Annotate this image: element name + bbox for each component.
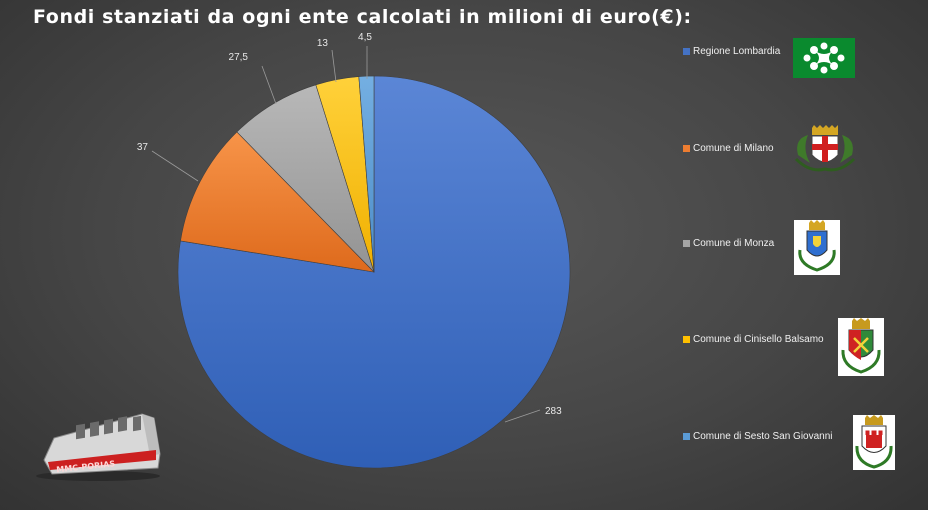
monza-coat-of-arms-icon	[794, 220, 840, 275]
legend-item-regione-lombardia: Regione Lombardia	[683, 46, 780, 57]
data-label: 4,5	[358, 32, 372, 43]
data-label: 37	[137, 142, 149, 153]
legend-label: Comune di Milano	[693, 143, 774, 154]
legend-label: Comune di Cinisello Balsamo	[693, 334, 824, 345]
lombardia-rosa-camuna-flag-icon	[793, 38, 855, 78]
leader-line	[331, 49, 337, 83]
cinisello-coat-of-arms-icon	[838, 318, 884, 376]
pie-slice-regione-lombardia	[177, 75, 571, 469]
legend-swatch	[683, 433, 690, 440]
legend-label: Regione Lombardia	[693, 46, 781, 57]
legend-label: Comune di Monza	[693, 238, 775, 249]
legend-item-comune-di-sesto-san-giovanni: Comune di Sesto San Giovanni	[683, 431, 833, 442]
data-label: 283	[545, 406, 562, 417]
pie-slice-comune-di-sesto-san-giovanni	[358, 75, 375, 273]
legend-label: Comune di Sesto San Giovanni	[693, 431, 833, 442]
legend-item-comune-di-monza: Comune di Monza	[683, 238, 774, 249]
milano-coat-of-arms-icon	[794, 125, 856, 172]
data-label: 13	[317, 38, 329, 49]
legend-swatch	[683, 145, 690, 152]
legend-swatch	[683, 336, 690, 343]
leader-line	[504, 409, 541, 423]
metro-train-logo-icon: MMC-PORIAS	[36, 413, 161, 481]
legend-swatch	[683, 240, 690, 247]
sesto-coat-of-arms-icon	[853, 415, 895, 470]
leader-line	[151, 150, 199, 182]
leader-line	[261, 65, 277, 105]
chart-title: Fondi stanziati da ogni ente calcolati i…	[33, 6, 692, 28]
legend-item-comune-di-milano: Comune di Milano	[683, 143, 774, 154]
data-label: 27,5	[229, 52, 249, 63]
legend-item-comune-di-cinisello-balsamo: Comune di Cinisello Balsamo	[683, 334, 824, 345]
legend-swatch	[683, 48, 690, 55]
pie-slice-comune-di-milano	[180, 131, 375, 273]
